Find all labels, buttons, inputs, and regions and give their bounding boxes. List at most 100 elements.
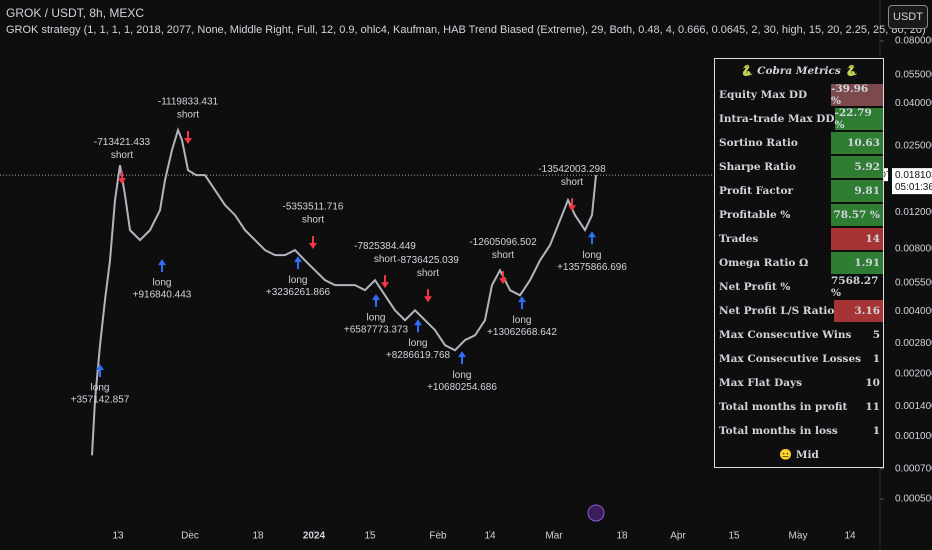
trade-arrow bbox=[372, 293, 380, 307]
table-title: 🐍 Cobra Metrics 🐍 bbox=[740, 65, 858, 77]
metric-name: Profitable % bbox=[719, 209, 791, 221]
trade-side: long bbox=[583, 250, 602, 261]
metric-value: 1.91 bbox=[831, 252, 883, 274]
trade-arrow bbox=[499, 271, 507, 285]
x-tick-label: 13 bbox=[112, 531, 124, 542]
metric-value: 7568.27 % bbox=[831, 275, 879, 299]
metric-name: Max Consecutive Wins bbox=[719, 329, 852, 341]
trade-side: short bbox=[177, 110, 199, 121]
trade-side: long bbox=[153, 278, 172, 289]
trade-side: long bbox=[453, 370, 472, 381]
table-row: Net Profit % 7568.27 % bbox=[715, 275, 883, 299]
trade-arrow bbox=[588, 231, 596, 245]
trade-arrow bbox=[424, 289, 432, 303]
trade-arrow bbox=[309, 236, 317, 250]
trade-side: short bbox=[417, 268, 439, 279]
metric-name: Net Profit L/S Ratio bbox=[719, 305, 835, 317]
metric-name: Total months in loss bbox=[719, 425, 838, 437]
table-row: Profitable % 78.57 % bbox=[715, 203, 883, 227]
trade-arrow bbox=[96, 363, 104, 377]
metric-value: 1 bbox=[872, 353, 880, 365]
trade-arrow bbox=[568, 198, 576, 212]
x-tick-label: 18 bbox=[616, 531, 628, 542]
currency-button[interactable]: USDT bbox=[888, 5, 928, 29]
metric-value: 1 bbox=[872, 425, 880, 437]
trade-side: short bbox=[561, 177, 583, 188]
trade-pnl: -8736425.039 bbox=[397, 255, 459, 266]
metric-name: Profit Factor bbox=[719, 185, 794, 197]
trade-side: short bbox=[492, 250, 514, 261]
trade-side: short bbox=[111, 150, 133, 161]
table-row: Total months in loss 1 bbox=[715, 419, 883, 443]
x-tick-label: 15 bbox=[364, 531, 376, 542]
metric-value: -22.79 % bbox=[834, 107, 883, 131]
metric-name: Total months in profit bbox=[719, 401, 848, 413]
replay-icon bbox=[587, 504, 605, 522]
strategy-title: GROK strategy (1, 1, 1, 1, 2018, 2077, N… bbox=[6, 24, 926, 36]
metric-name: Trades bbox=[719, 233, 759, 245]
trade-side: long bbox=[91, 383, 110, 394]
trade-pnl: +916840.443 bbox=[133, 290, 192, 301]
trade-arrow bbox=[184, 131, 192, 145]
table-row: Trades 14 bbox=[715, 227, 883, 251]
metric-value: 78.57 % bbox=[831, 204, 883, 226]
table-footer: 😐 Mid bbox=[779, 449, 819, 461]
trade-pnl: +3236261.866 bbox=[266, 287, 331, 298]
trade-side: long bbox=[289, 275, 308, 286]
table-row: Profit Factor 9.81 bbox=[715, 179, 883, 203]
x-tick-label: 15 bbox=[728, 531, 740, 542]
metric-name: Max Flat Days bbox=[719, 377, 803, 389]
last-price-timer: 05:01:36 bbox=[895, 182, 932, 193]
trade-arrow bbox=[294, 256, 302, 270]
symbol-title: GROK / USDT, 8h, MEXC bbox=[6, 6, 145, 20]
metric-name: Equity Max DD bbox=[719, 89, 808, 101]
x-tick-label: 14 bbox=[844, 531, 856, 542]
trade-side: short bbox=[374, 254, 396, 265]
trade-pnl: +6587773.373 bbox=[344, 325, 409, 336]
trade-side: long bbox=[367, 313, 386, 324]
trade-pnl: -5353511.716 bbox=[283, 202, 344, 213]
table-row: Sharpe Ratio 5.92 bbox=[715, 155, 883, 179]
y-tick-label: 0.000500 bbox=[895, 494, 932, 505]
trade-pnl: -713421.433 bbox=[94, 137, 151, 148]
metric-value: 10 bbox=[865, 377, 880, 389]
metric-value: 10.63 bbox=[831, 132, 883, 154]
x-tick-label: May bbox=[789, 531, 808, 542]
trade-pnl: -7825384.449 bbox=[354, 241, 416, 252]
table-row: Max Consecutive Wins 5 bbox=[715, 323, 883, 347]
table-row: Total months in profit 11 bbox=[715, 395, 883, 419]
trade-pnl: -13542003.298 bbox=[538, 164, 606, 175]
metric-value: 5.92 bbox=[831, 156, 883, 178]
trade-pnl: -12605096.502 bbox=[469, 237, 537, 248]
x-tick-label: Apr bbox=[670, 531, 686, 542]
metrics-table: 🐍 Cobra Metrics 🐍 Equity Max DD -39.96 % I… bbox=[714, 58, 884, 468]
trade-pnl: +13575866.696 bbox=[557, 262, 627, 273]
metric-name: Max Consecutive Losses bbox=[719, 353, 862, 365]
table-row: Intra-trade Max DD -22.79 % bbox=[715, 107, 883, 131]
last-price-label: 0.018103 bbox=[895, 170, 932, 181]
x-tick-label: 18 bbox=[252, 531, 264, 542]
metric-value: -39.96 % bbox=[831, 83, 883, 107]
table-row: Max Flat Days 10 bbox=[715, 371, 883, 395]
x-tick-label: 2024 bbox=[303, 531, 326, 542]
price-line bbox=[91, 127, 597, 456]
x-tick-label: 14 bbox=[484, 531, 496, 542]
trade-arrow bbox=[458, 351, 466, 365]
trade-pnl: +10680254.686 bbox=[427, 382, 497, 393]
trade-arrow bbox=[381, 275, 389, 289]
trade-pnl: +13062668.642 bbox=[487, 327, 557, 338]
last-price-box bbox=[892, 168, 932, 195]
trade-arrow bbox=[518, 296, 526, 310]
